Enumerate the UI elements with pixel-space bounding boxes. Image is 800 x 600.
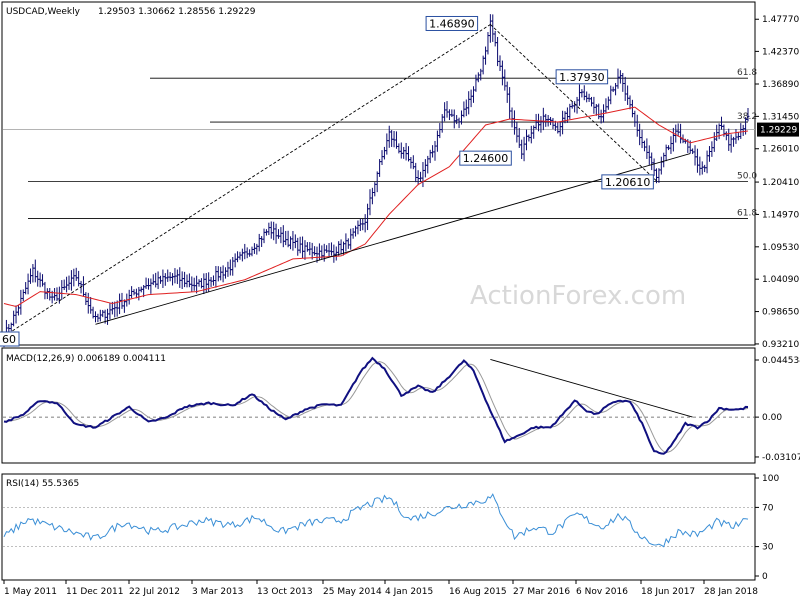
x-tick-label: 13 Oct 2013 (257, 587, 313, 597)
price-label-1-3793: 1.37930 (559, 71, 605, 84)
x-tick-label: 22 Jul 2012 (129, 587, 180, 597)
rsi-line (3, 493, 749, 548)
macd-tick-label: -0.031072 (762, 453, 800, 463)
x-tick-label: 27 Mar 2016 (513, 587, 570, 597)
fib-level-label: 38.2 (737, 112, 757, 122)
price-label-1-2460-box (459, 150, 512, 166)
price-tick-label: 1.26010 (762, 145, 799, 155)
current-price-tag-label: 1.29229 (760, 126, 797, 136)
price-label-1-2460: 1.24600 (463, 152, 509, 165)
watermark: ActionForex.com (470, 281, 686, 311)
macd-panel (1, 347, 756, 464)
price-label-low-box (0, 331, 20, 347)
macd-tick-label: 0.00 (762, 413, 782, 423)
rsi-tick-label: 30 (762, 543, 774, 553)
price-tick-label: 1.04090 (762, 275, 799, 285)
price-tick-label: 1.36890 (762, 80, 799, 90)
support-trendline (95, 153, 691, 325)
price-label-high-box (425, 15, 479, 31)
x-tick-label: 25 May 2014 (323, 587, 382, 597)
x-tick-label: 16 Aug 2015 (449, 587, 507, 597)
dashed-trendline-up (3, 24, 491, 337)
fib-level-label: 61.8 (737, 68, 757, 78)
x-tick-label: 28 Jan 2018 (704, 587, 758, 597)
price-label-1-2061-box (601, 174, 654, 190)
ohlc-bars (2, 14, 750, 348)
macd-trendline (490, 358, 693, 418)
rsi-title: RSI(14) 55.5365 (6, 479, 79, 489)
current-price-tag (757, 122, 799, 137)
price-tick-label: 1.20410 (762, 178, 799, 188)
price-panel (1, 1, 756, 346)
x-tick-label: 1 May 2011 (4, 587, 57, 597)
x-tick-label: 4 Jan 2015 (385, 587, 433, 597)
price-label-1-3793-box (555, 69, 609, 85)
x-tick-label: 11 Dec 2011 (66, 587, 124, 597)
price-label-1-2061: 1.20610 (605, 176, 651, 189)
macd-line (3, 356, 749, 455)
rsi-tick-label: 70 (762, 503, 774, 513)
price-tick-label: 1.42370 (762, 47, 799, 57)
rsi-tick-label: 0 (762, 572, 768, 582)
macd-tick-label: 0.044534 (762, 356, 800, 366)
x-tick-label: 3 Mar 2013 (192, 587, 243, 597)
moving-average-line (3, 106, 749, 308)
price-tick-label: 0.93210 (762, 340, 799, 350)
price-label-low: 60 (2, 333, 16, 346)
dashed-trendline-down (490, 24, 657, 182)
price-tick-label: 1.09530 (762, 243, 799, 253)
x-tick-label: 18 Jun 2017 (641, 587, 695, 597)
price-label-high: 1.46890 (429, 17, 475, 30)
ohlc-values: 1.29503 1.30662 1.28556 1.29229 (98, 7, 256, 17)
macd-title: MACD(12,26,9) 0.006189 0.004111 (6, 354, 166, 364)
fib-level-label: 61.8 (737, 209, 757, 219)
macd-signal-line (3, 361, 749, 453)
price-tick-label: 1.14970 (762, 210, 799, 220)
x-tick-label: 6 Nov 2016 (576, 587, 628, 597)
rsi-panel (1, 473, 756, 581)
price-tick-label: 0.98650 (762, 308, 799, 318)
rsi-tick-label: 100 (762, 474, 779, 484)
fib-level-label: 50.0 (737, 172, 757, 182)
price-tick-label: 1.47770 (762, 15, 799, 25)
price-tick-label: 1.31450 (762, 112, 799, 122)
price-title: USDCAD,Weekly (6, 7, 81, 17)
